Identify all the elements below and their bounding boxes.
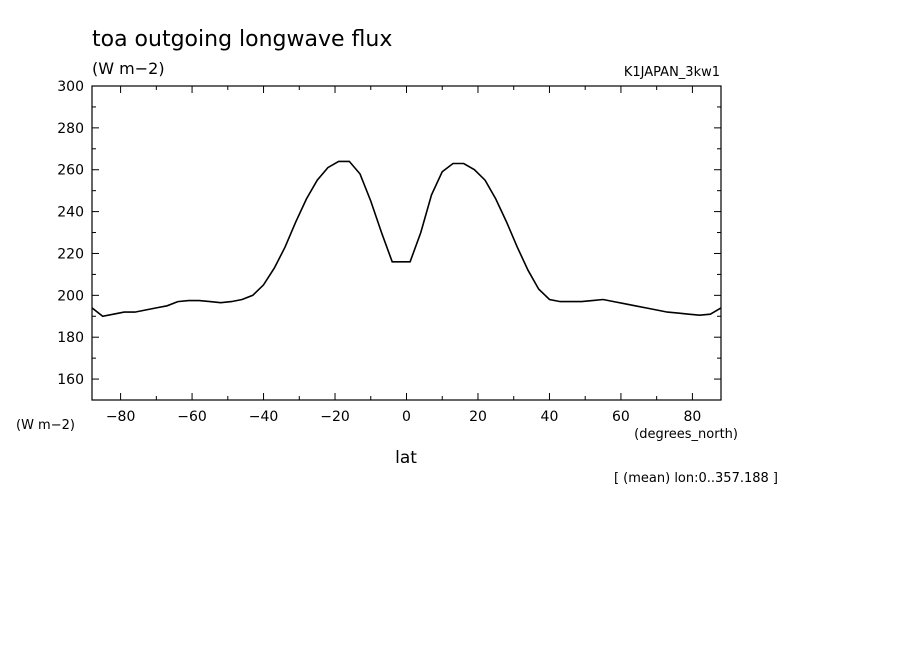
y-axis: 160 180 200 220 240 260 280 300 [57,79,721,388]
x-tick-label: 20 [469,409,487,425]
x-units-label: (degrees_north) [634,427,738,442]
x-axis-label: lat [395,448,417,468]
x-tick-label: −40 [249,409,279,425]
x-tick-label: 80 [683,409,701,425]
x-tick-label: −80 [106,409,136,425]
y-tick-label: 300 [57,79,84,95]
chart-units: (W m−2) [92,59,165,78]
y-tick-label: 160 [57,372,84,388]
x-tick-label: 40 [541,409,559,425]
y-tick-label: 220 [57,246,84,262]
dataset-label: K1JAPAN_3kw1 [624,65,720,80]
y-axis-label: (W m−2) [16,418,75,433]
chart-title: toa outgoing longwave flux [92,27,392,52]
series-line [91,160,722,318]
y-tick-label: 180 [57,330,84,346]
plot-frame [91,85,722,401]
x-tick-label: −20 [320,409,350,425]
y-tick-label: 280 [57,121,84,137]
x-axis: −80 −60 −40 −20 0 20 40 60 80 [106,86,701,425]
x-tick-label: 0 [402,409,411,425]
y-tick-label: 260 [57,163,84,179]
y-tick-label: 240 [57,205,84,221]
y-tick-label: 200 [57,288,84,304]
mean-note: [ (mean) lon:0..357.188 ] [614,471,778,486]
x-tick-label: 60 [612,409,630,425]
x-tick-label: −60 [177,409,207,425]
